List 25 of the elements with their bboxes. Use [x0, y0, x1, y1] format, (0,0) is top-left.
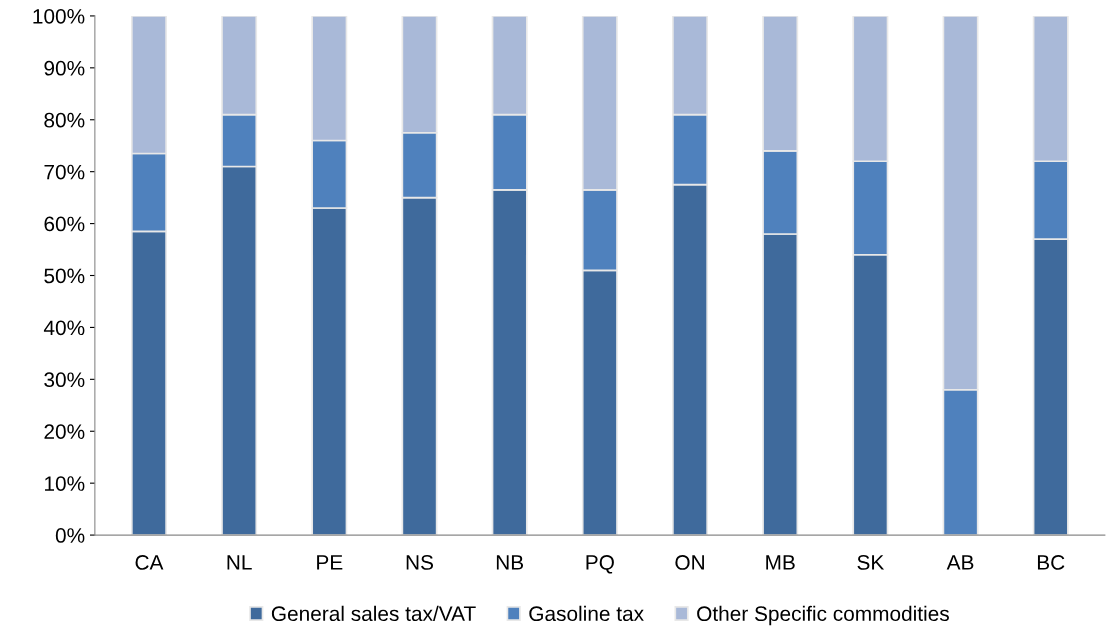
x-tick-label: ON	[675, 555, 704, 570]
x-tick-label: BC	[1037, 555, 1065, 570]
x-tick-label: NS	[406, 555, 434, 570]
y-tick-label: 10%	[45, 476, 85, 491]
y-tick-label: 30%	[44, 372, 85, 388]
x-tick-label: NB	[496, 555, 524, 570]
y-tick-label: 70%	[44, 164, 85, 180]
y-tick-label: 20%	[44, 424, 85, 439]
x-tick-label: CA	[135, 555, 164, 570]
x-tick-label: AB	[946, 555, 974, 570]
y-tick-label: 80%	[44, 112, 85, 128]
x-tick-label: NL	[227, 555, 252, 570]
x-tick-label: SK	[857, 555, 885, 570]
x-tick-label: MB	[766, 555, 795, 570]
legend-label: Other Specific commodities	[697, 605, 949, 626]
y-tick-label: 50%	[44, 268, 85, 284]
y-tick-label: 100%	[33, 8, 85, 24]
legend-label: General sales tax/VAT	[271, 605, 476, 622]
y-tick-label: 40%	[43, 320, 85, 336]
legend-label: Gasoline tax	[529, 605, 644, 622]
y-tick-label: 90%	[44, 60, 85, 76]
x-tick-label: PQ	[586, 555, 614, 574]
x-tick-label: PE	[317, 555, 343, 570]
y-tick-label: 0%	[55, 528, 85, 543]
y-tick-label: 60%	[44, 216, 85, 232]
